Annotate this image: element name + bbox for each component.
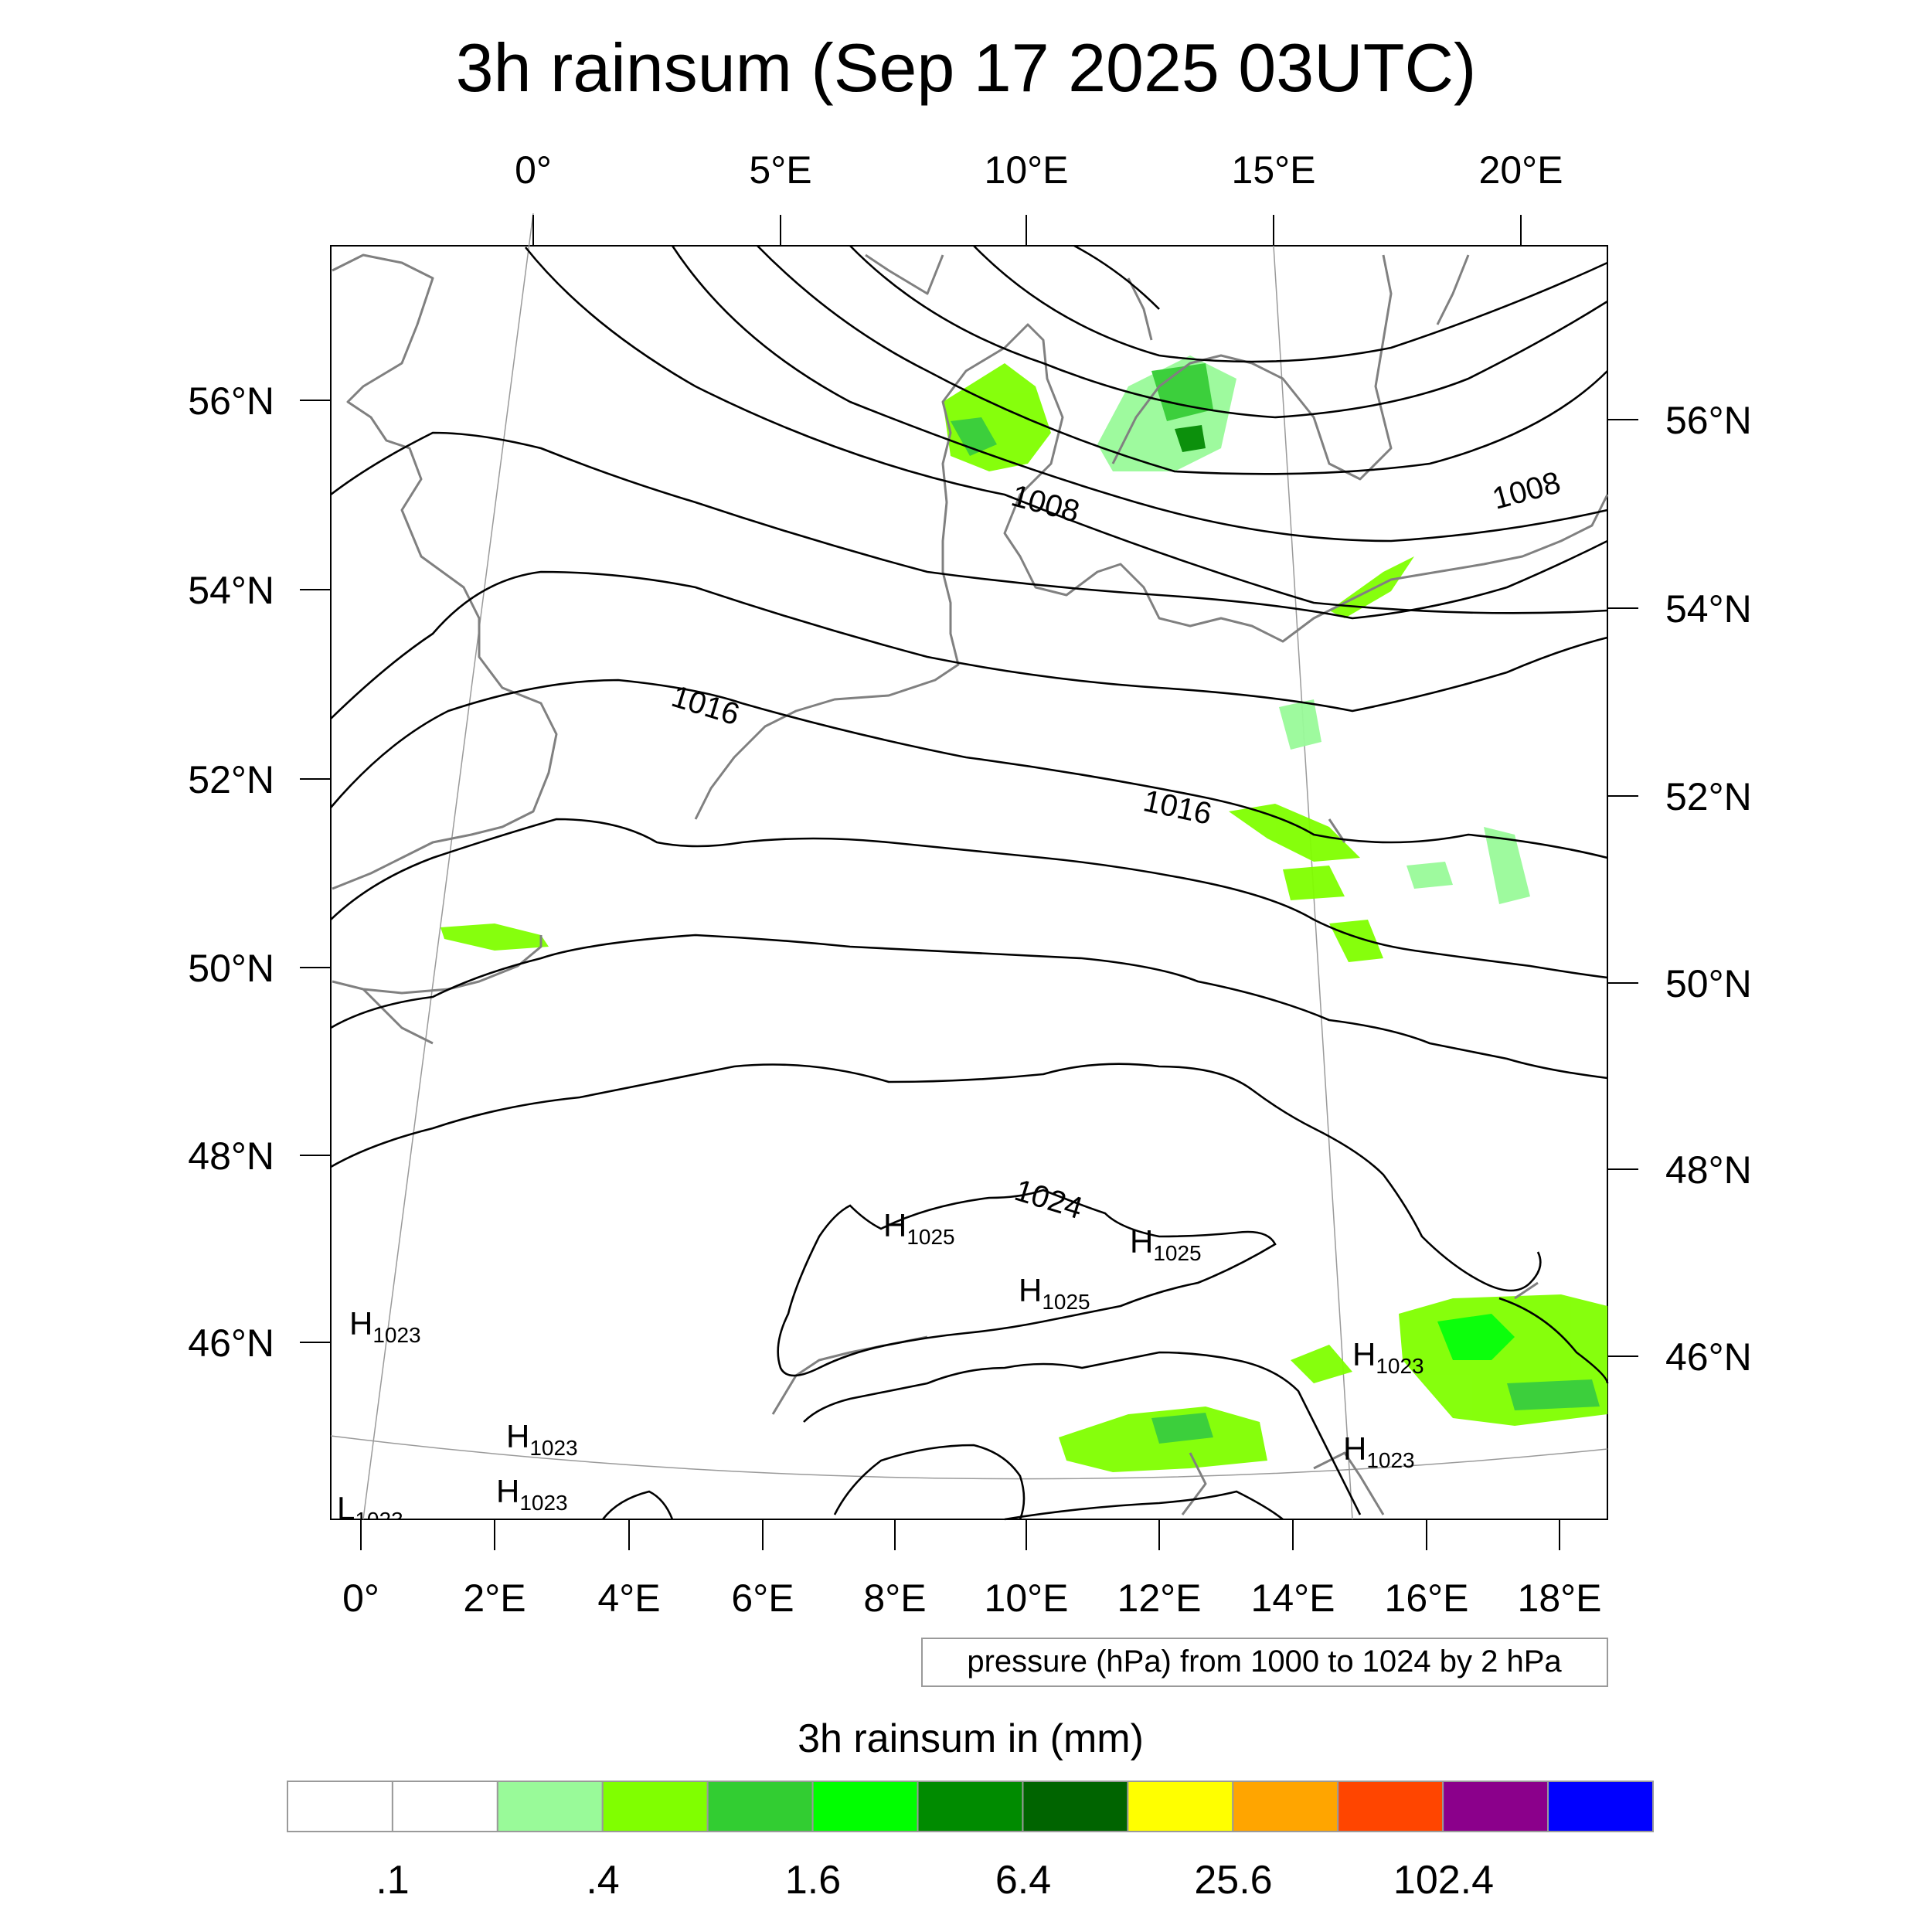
right-lat-label: 50°N	[1665, 962, 1752, 1005]
high-value: 1023	[519, 1491, 567, 1515]
colorbar-label: 25.6	[1194, 1858, 1272, 1903]
colorbar: 3h rainsum in (mm) .1 .4 1.6 6.4 25.6 10…	[287, 1716, 1653, 1903]
left-lat-label: 54°N	[188, 569, 274, 612]
left-latitude-labels: 56°N 54°N 52°N 50°N 48°N 46°N	[188, 379, 274, 1365]
high-letter: H	[1130, 1223, 1153, 1260]
right-lat-label: 48°N	[1665, 1148, 1752, 1192]
left-latitude-axis	[300, 400, 331, 1342]
bottom-lon-label: 10°E	[985, 1577, 1069, 1620]
high-value: 1025	[1042, 1290, 1090, 1314]
top-lon-label: 0°	[515, 148, 552, 192]
right-lat-label: 46°N	[1665, 1335, 1752, 1379]
colorbar-cell	[1233, 1781, 1338, 1832]
colorbar-cell	[498, 1781, 603, 1832]
right-lat-label: 54°N	[1665, 587, 1752, 631]
top-lon-label: 10°E	[985, 148, 1069, 192]
rain-patch-hungary-dark	[1507, 1379, 1600, 1410]
colorbar-label: 6.4	[995, 1858, 1051, 1903]
top-lon-label: 15°E	[1232, 148, 1316, 192]
high-value: 1025	[1153, 1241, 1201, 1265]
rain-patch-east1	[1406, 862, 1453, 889]
bottom-lon-label: 18°E	[1518, 1577, 1602, 1620]
high-value: 1025	[906, 1225, 954, 1249]
bottom-lon-label: 6°E	[731, 1577, 794, 1620]
colorbar-title: 3h rainsum in (mm)	[798, 1716, 1144, 1761]
left-lat-label: 50°N	[188, 947, 274, 990]
right-lat-label: 56°N	[1665, 399, 1752, 442]
bottom-lon-label: 8°E	[863, 1577, 926, 1620]
bottom-lon-label: 14°E	[1251, 1577, 1335, 1620]
high-letter: H	[883, 1207, 906, 1243]
high-value: 1023	[529, 1436, 577, 1460]
colorbar-cell	[603, 1781, 708, 1832]
high-letter: H	[1019, 1272, 1042, 1308]
low-letter: L	[337, 1490, 355, 1526]
bottom-lon-label: 16°E	[1385, 1577, 1469, 1620]
colorbar-cell	[1338, 1781, 1443, 1832]
colorbar-cell	[1128, 1781, 1233, 1832]
high-letter: H	[1352, 1336, 1376, 1372]
colorbar-cell	[708, 1781, 813, 1832]
bottom-longitude-labels: 0° 2°E 4°E 6°E 8°E 10°E 12°E 14°E 16°E 1…	[342, 1577, 1601, 1620]
left-lat-label: 52°N	[188, 758, 274, 801]
bottom-lon-label: 4°E	[597, 1577, 660, 1620]
bottom-lon-label: 0°	[342, 1577, 379, 1620]
top-lon-label: 20°E	[1479, 148, 1563, 192]
colorbar-cell	[813, 1781, 918, 1832]
high-value: 1023	[1376, 1354, 1423, 1378]
bottom-lon-label: 2°E	[463, 1577, 526, 1620]
high-letter: H	[496, 1473, 519, 1509]
top-longitude-axis	[533, 215, 1521, 246]
colorbar-label: 1.6	[785, 1858, 841, 1903]
high-value: 1023	[1366, 1448, 1414, 1472]
right-latitude-labels: 56°N 54°N 52°N 50°N 48°N 46°N	[1665, 399, 1752, 1379]
high-letter: H	[506, 1418, 529, 1454]
map-panel	[331, 213, 1607, 1519]
colorbar-label: 102.4	[1393, 1858, 1494, 1903]
high-letter: H	[1343, 1430, 1366, 1467]
bottom-lon-label: 12°E	[1117, 1577, 1202, 1620]
colorbar-cells	[287, 1781, 1653, 1832]
colorbar-cell	[1443, 1781, 1548, 1832]
high-letter: H	[349, 1305, 372, 1342]
top-lon-label: 5°E	[749, 148, 811, 192]
colorbar-label: .1	[376, 1858, 409, 1903]
colorbar-cell	[1022, 1781, 1128, 1832]
colorbar-labels: .1 .4 1.6 6.4 25.6 102.4	[376, 1858, 1494, 1903]
high-value: 1023	[372, 1323, 420, 1347]
map-title: 3h rainsum (Sep 17 2025 03UTC)	[456, 29, 1477, 106]
top-longitude-labels: 0° 5°E 10°E 15°E 20°E	[515, 148, 1563, 192]
left-lat-label: 56°N	[188, 379, 274, 423]
left-lat-label: 46°N	[188, 1321, 274, 1365]
contour-info-text: pressure (hPa) from 1000 to 1024 by 2 hP…	[967, 1645, 1562, 1679]
right-lat-label: 52°N	[1665, 775, 1752, 818]
colorbar-label: .4	[586, 1858, 619, 1903]
bottom-longitude-axis	[361, 1519, 1560, 1550]
contour-info-box: pressure (hPa) from 1000 to 1024 by 2 hP…	[922, 1638, 1607, 1686]
colorbar-cell	[393, 1781, 498, 1832]
colorbar-cell	[1548, 1781, 1653, 1832]
colorbar-cell	[287, 1781, 393, 1832]
left-lat-label: 48°N	[188, 1134, 274, 1178]
colorbar-cell	[918, 1781, 1023, 1832]
right-latitude-axis	[1607, 420, 1638, 1356]
